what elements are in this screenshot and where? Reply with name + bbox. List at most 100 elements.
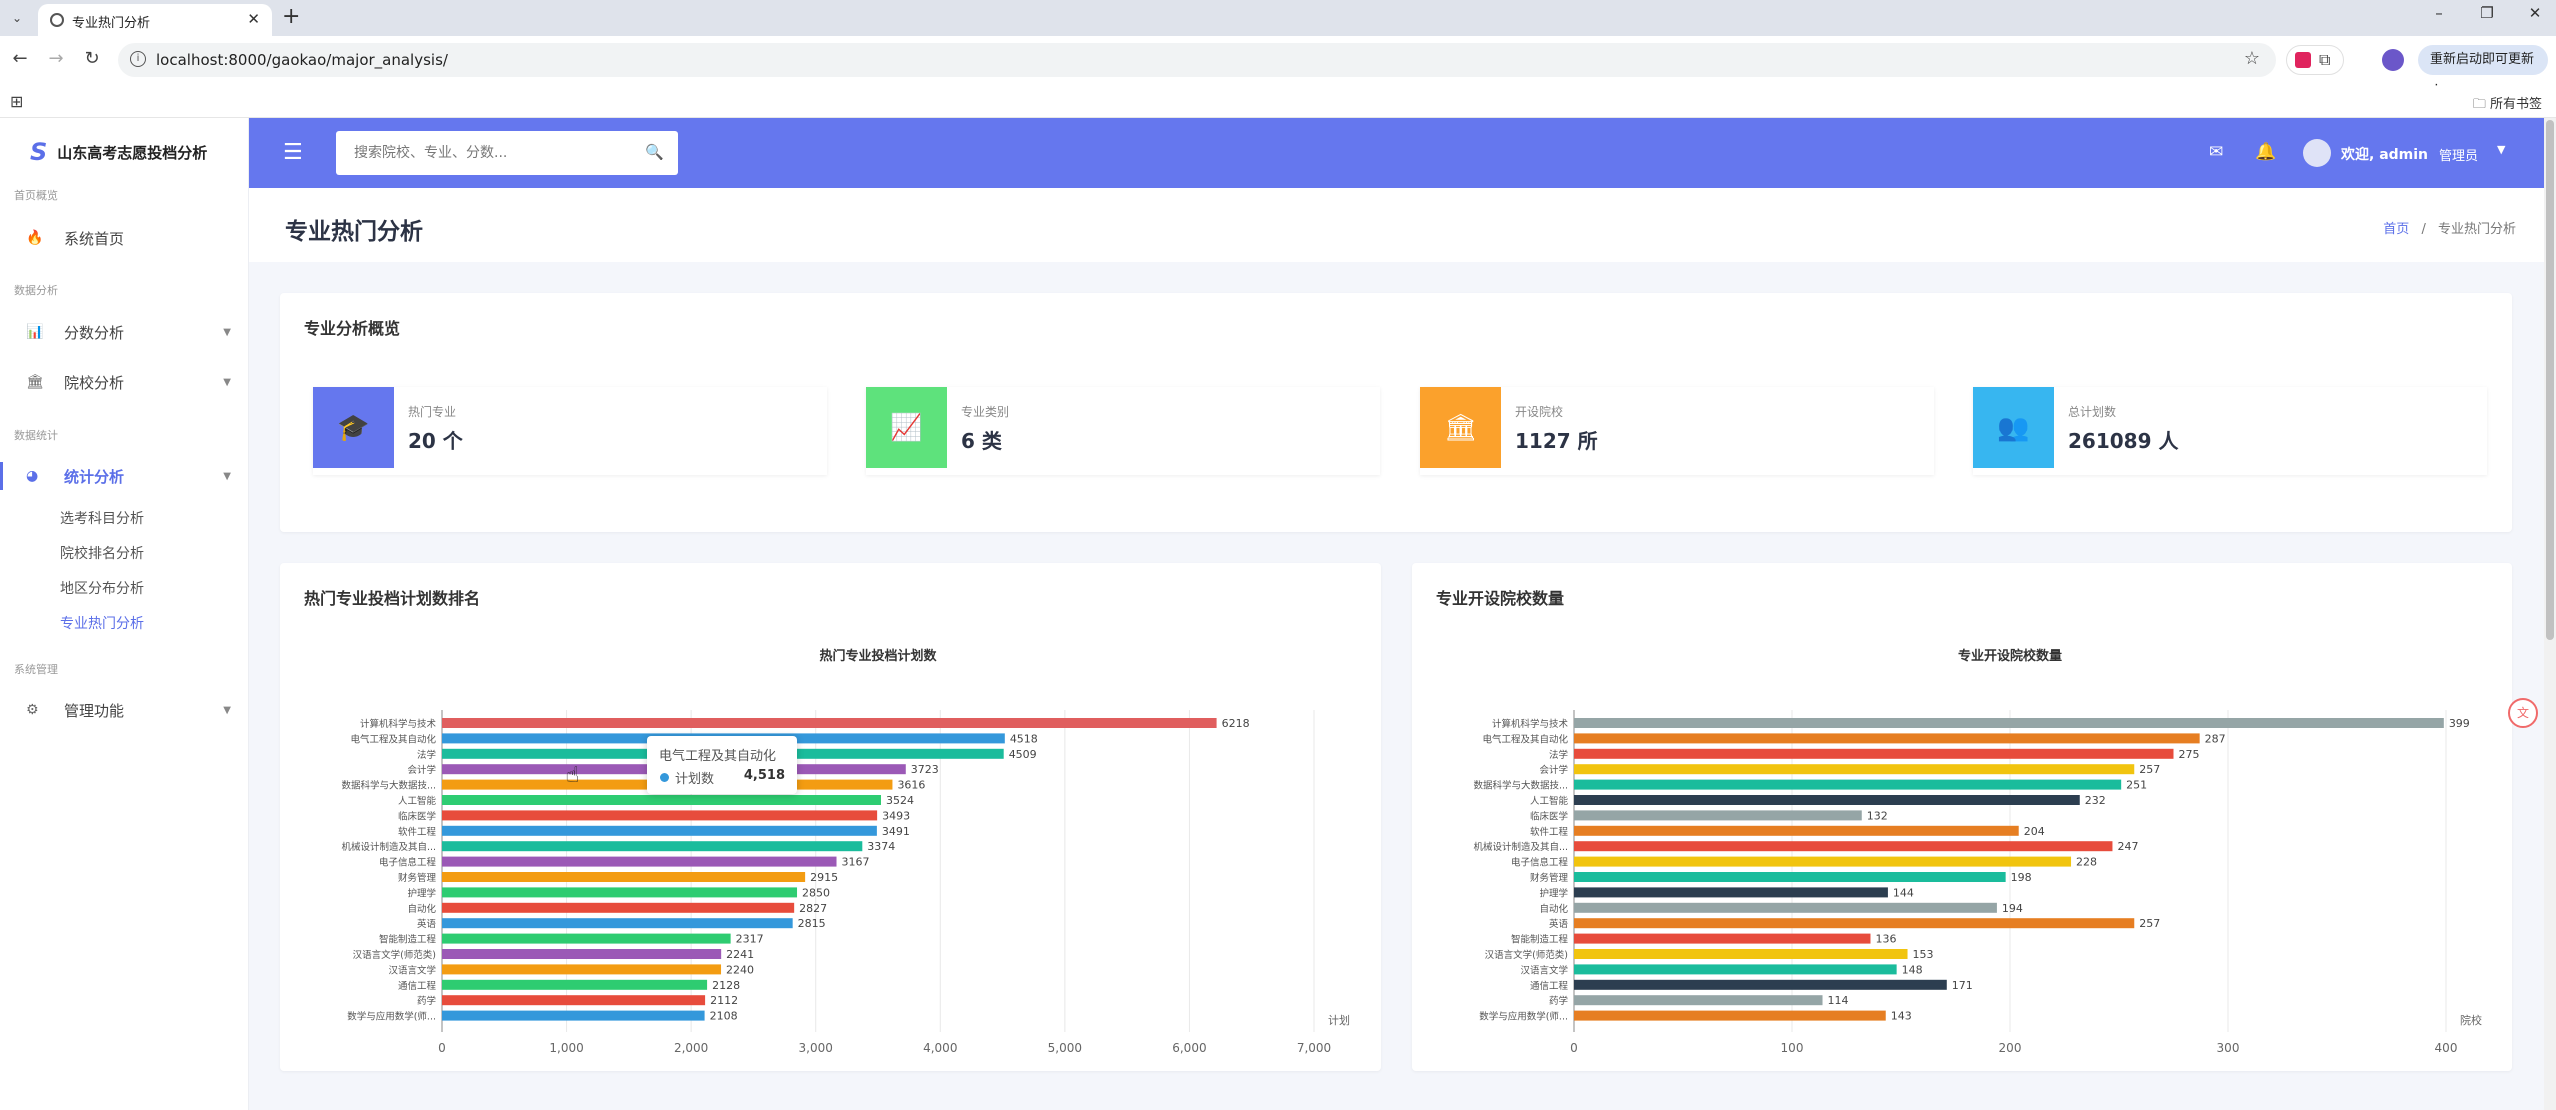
x-tick-label: 100 — [1781, 1041, 1804, 1055]
extension-icon[interactable] — [2295, 52, 2311, 68]
profile-avatar[interactable] — [2382, 49, 2404, 71]
bar-value-label: 2128 — [712, 979, 740, 992]
restore-icon[interactable]: ❐ — [2480, 4, 2494, 22]
extensions-puzzle-icon[interactable]: ⧉ — [2319, 50, 2331, 69]
user-welcome[interactable]: 欢迎, admin — [2341, 147, 2429, 163]
category-label: 英语 — [1549, 918, 1569, 930]
bar-value-label: 3524 — [886, 794, 914, 807]
sidebar: S 山东高考志愿投档分析 首页概览 🔥 系统首页 数据分析 📊 分数分析 ▼ 🏛… — [0, 118, 249, 1110]
chevron-down-icon: ▼ — [223, 376, 231, 388]
category-label: 汉语言文学 — [1520, 964, 1568, 976]
minimize-icon[interactable]: – — [2435, 4, 2443, 22]
brand-logo-icon: S — [30, 138, 48, 166]
sidebar-item-statistics[interactable]: ◕ 统计分析 ▼ — [0, 456, 249, 496]
sidebar-item-home[interactable]: 🔥 系统首页 — [0, 218, 249, 258]
chevron-down-icon: ▼ — [223, 470, 231, 482]
bar — [442, 918, 793, 929]
bar — [1574, 872, 2006, 882]
bar — [442, 841, 863, 852]
bar-value-label: 2915 — [810, 871, 838, 884]
sidebar-subitem-subject-analysis[interactable]: 选考科目分析 — [60, 511, 144, 527]
bar-value-label: 198 — [2011, 871, 2032, 884]
bar-value-label: 6218 — [1222, 717, 1250, 730]
bar-value-label: 228 — [2076, 856, 2097, 869]
category-label: 汉语言文学 — [388, 964, 436, 976]
browser-tab-active[interactable]: 专业热门分析 ✕ — [38, 4, 272, 36]
bar — [442, 718, 1217, 728]
category-label: 汉语言文学(师范类) — [1485, 949, 1568, 961]
x-tick-label: 300 — [2217, 1041, 2240, 1055]
bar-value-label: 247 — [2117, 840, 2138, 853]
bar — [442, 995, 706, 1006]
translate-float-icon[interactable]: 文 — [2508, 698, 2538, 728]
apps-grid-icon[interactable]: ⊞ — [10, 92, 24, 111]
page-scrollbar[interactable] — [2544, 118, 2556, 1110]
breadcrumb-separator: / — [2421, 222, 2426, 237]
breadcrumb-home[interactable]: 首页 — [2383, 222, 2410, 237]
category-label: 英语 — [417, 918, 437, 930]
brand[interactable]: S 山东高考志愿投档分析 — [30, 136, 207, 168]
x-axis-label: 院校 — [2460, 1013, 2482, 1027]
stat-total-plan: 👥 总计划数 261089 人 — [1973, 387, 2487, 475]
stat-major-categories: 📈 专业类别 6 类 — [866, 387, 1380, 475]
sidebar-item-school-analysis[interactable]: 🏛 院校分析 ▼ — [0, 362, 249, 402]
bar — [1574, 733, 2200, 744]
top-header: ☰ 🔍 ✉ 🔔 欢迎, admin 管理员 ▼ — [249, 118, 2544, 188]
search-input[interactable] — [336, 131, 636, 175]
bar — [1574, 887, 1888, 898]
url-field[interactable]: i localhost:8000/gaokao/major_analysis/ … — [118, 43, 2276, 77]
user-avatar[interactable] — [2303, 139, 2331, 167]
tab-favicon-icon — [50, 13, 64, 27]
close-window-icon[interactable]: ✕ — [2528, 4, 2542, 22]
search-icon[interactable]: 🔍 — [645, 143, 664, 161]
category-label: 法学 — [1549, 749, 1568, 761]
sidebar-section-label: 数据分析 — [14, 284, 58, 297]
user-menu-caret-icon[interactable]: ▼ — [2497, 143, 2506, 156]
plan-ranking-chart[interactable]: 热门专业投档计划数 0 1,000 2,000 3,000 4,000 5,000 6,000… — [280, 563, 1381, 1071]
tab-search-icon[interactable]: ⌄ — [11, 11, 23, 25]
sidebar-subitem-major-popularity[interactable]: 专业热门分析 — [60, 616, 144, 632]
chevron-down-icon: ▼ — [223, 326, 231, 338]
back-icon[interactable]: ← — [12, 48, 28, 69]
bar-value-label: 2827 — [799, 902, 827, 915]
sidebar-item-label: 系统首页 — [64, 229, 125, 248]
menu-toggle-icon[interactable]: ☰ — [283, 140, 303, 165]
new-tab-icon[interactable]: + — [282, 4, 301, 29]
reload-icon[interactable]: ↻ — [84, 48, 100, 69]
browser-address-bar: ← → ↻ i localhost:8000/gaokao/major_anal… — [0, 36, 2556, 97]
scrollbar-thumb[interactable] — [2546, 120, 2554, 640]
site-info-icon[interactable]: i — [130, 51, 146, 67]
chevron-down-icon: ▼ — [223, 704, 231, 716]
panel-title: 热门专业投档计划数排名 — [304, 589, 481, 608]
bar — [442, 933, 731, 944]
tab-close-icon[interactable]: ✕ — [247, 10, 260, 28]
users-icon: 👥 — [1973, 387, 2054, 468]
x-tick-label: 200 — [1999, 1041, 2022, 1055]
user-role[interactable]: 管理员 — [2439, 149, 2479, 164]
forward-icon[interactable]: → — [48, 48, 64, 69]
chart-title: 热门专业投档计划数 — [819, 648, 937, 664]
bar — [1574, 949, 1908, 959]
stat-label: 开设院校 — [1515, 405, 1564, 419]
category-label: 数学与应用数学(师... — [347, 1011, 436, 1023]
category-label: 软件工程 — [398, 826, 437, 838]
category-label: 汉语言文学(师范类) — [353, 949, 436, 961]
sidebar-subitem-school-ranking[interactable]: 院校排名分析 — [60, 546, 144, 562]
mail-icon[interactable]: ✉ — [2209, 142, 2224, 162]
category-label: 自动化 — [1539, 903, 1568, 915]
brand-name: 山东高考志愿投档分析 — [57, 143, 208, 162]
bar-value-label: 4509 — [1009, 748, 1037, 761]
bar-value-label: 2112 — [710, 994, 738, 1007]
bell-icon[interactable]: 🔔 — [2255, 142, 2277, 162]
sidebar-section-label: 首页概览 — [14, 189, 58, 202]
update-browser-button[interactable]: 重新启动即可更新 ⋮ — [2418, 45, 2548, 97]
bar-value-label: 132 — [1867, 809, 1888, 822]
bookmark-star-icon[interactable]: ☆ — [2243, 48, 2260, 69]
all-bookmarks-button[interactable]: 🗀 所有书签 — [2472, 97, 2542, 112]
sidebar-item-admin[interactable]: ⚙ 管理功能 ▼ — [0, 690, 249, 730]
x-tick-label: 5,000 — [1048, 1041, 1082, 1055]
sidebar-item-score-analysis[interactable]: 📊 分数分析 ▼ — [0, 312, 249, 352]
sidebar-subitem-region-distribution[interactable]: 地区分布分析 — [60, 581, 144, 597]
bar — [442, 887, 798, 898]
